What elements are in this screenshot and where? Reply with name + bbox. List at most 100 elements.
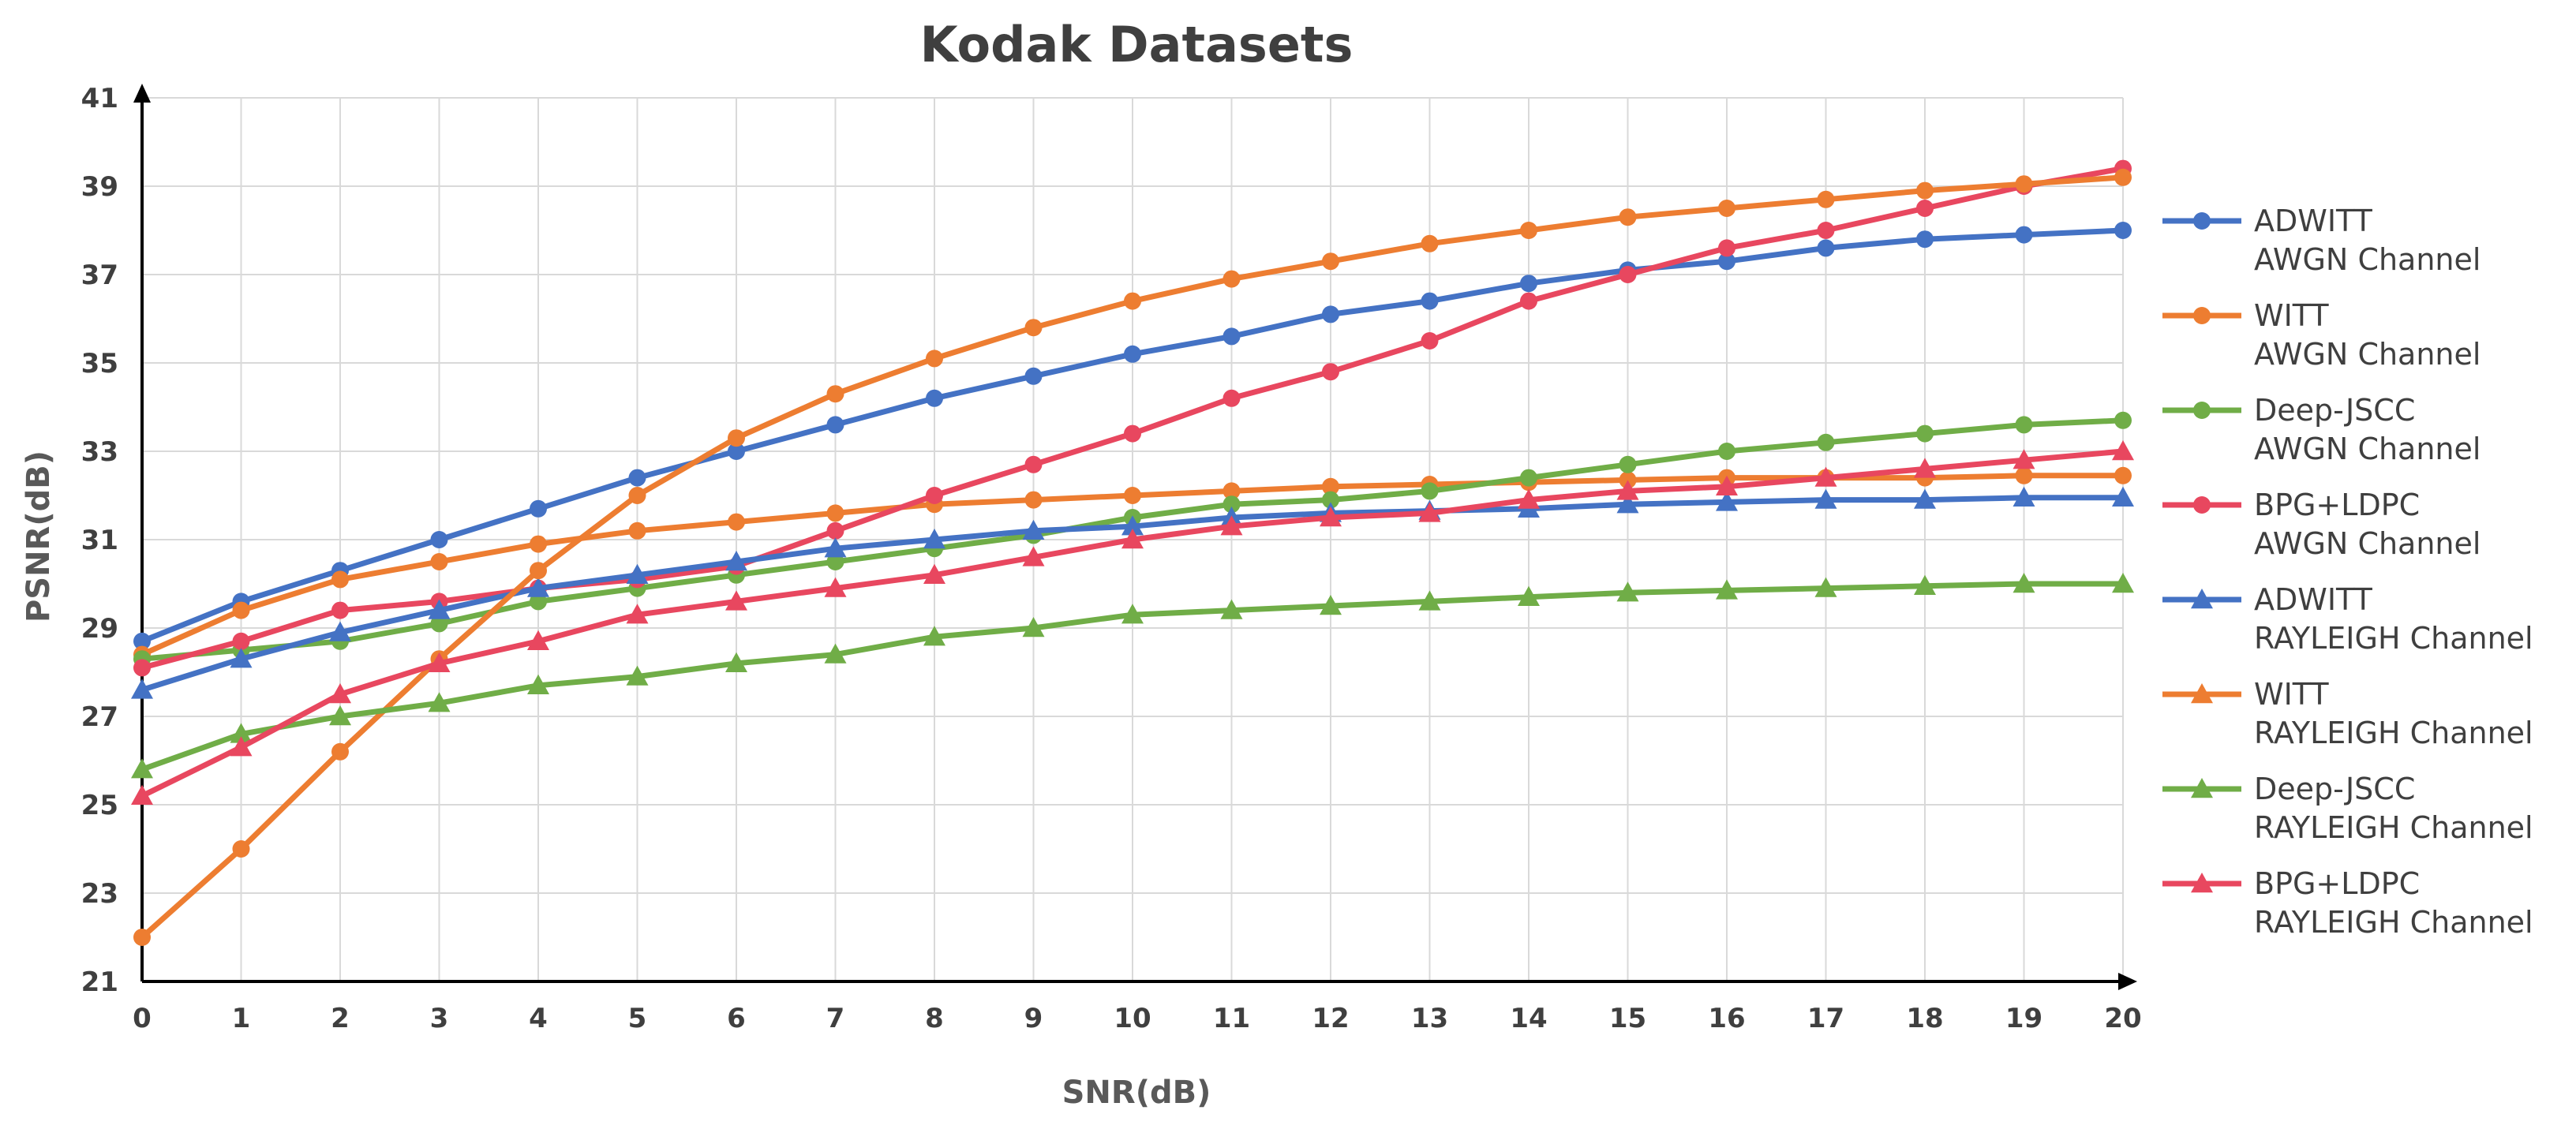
legend-channel: RAYLEIGH Channel bbox=[2254, 905, 2533, 940]
chart-title: Kodak Datasets bbox=[920, 16, 1354, 73]
data-point bbox=[626, 563, 649, 584]
y-tick-label: 21 bbox=[81, 966, 118, 998]
data-point bbox=[628, 522, 646, 540]
data-point bbox=[1616, 493, 1639, 514]
data-point bbox=[2015, 466, 2033, 484]
data-point bbox=[1916, 200, 1934, 217]
data-point bbox=[2012, 486, 2035, 507]
y-tick-label: 23 bbox=[81, 878, 118, 910]
data-point bbox=[728, 429, 745, 447]
data-point bbox=[1914, 488, 1936, 509]
data-point bbox=[1814, 488, 1837, 509]
data-point bbox=[725, 551, 747, 571]
data-point bbox=[329, 621, 351, 641]
data-point bbox=[133, 632, 151, 650]
data-point bbox=[331, 601, 349, 619]
legend-label: Deep-JSCC bbox=[2254, 772, 2415, 806]
data-point bbox=[430, 615, 448, 633]
y-axis-label: PSNR(dB) bbox=[21, 450, 57, 622]
legend-item: BPG+LDPC RAYLEIGH Channel bbox=[2162, 866, 2533, 940]
data-point bbox=[430, 531, 448, 548]
data-point bbox=[428, 692, 451, 712]
x-tick-label: 8 bbox=[925, 1003, 944, 1034]
data-point bbox=[1024, 455, 1043, 473]
legend-marker bbox=[2191, 873, 2213, 893]
data-point bbox=[527, 674, 549, 694]
data-point bbox=[1320, 595, 1342, 615]
data-point bbox=[826, 504, 844, 522]
data-point bbox=[1716, 579, 1738, 600]
data-point bbox=[1220, 599, 1243, 619]
data-point bbox=[725, 652, 747, 672]
data-point bbox=[1619, 266, 1637, 283]
data-point bbox=[1421, 482, 1439, 500]
data-point bbox=[1222, 327, 1241, 346]
x-axis-arrow bbox=[2118, 973, 2137, 990]
data-point bbox=[1520, 469, 1537, 487]
data-point bbox=[331, 742, 349, 761]
legend-channel: AWGN Channel bbox=[2254, 337, 2481, 372]
legend-label: WITT bbox=[2254, 677, 2329, 712]
data-point bbox=[824, 537, 847, 558]
y-tick-label: 25 bbox=[81, 790, 118, 821]
data-point bbox=[1814, 466, 1837, 487]
legend-marker bbox=[2191, 589, 2213, 609]
x-tick-label: 7 bbox=[826, 1003, 845, 1034]
legend-item: ADWITT RAYLEIGH Channel bbox=[2162, 582, 2533, 656]
data-point bbox=[527, 577, 549, 597]
y-tick-label: 29 bbox=[81, 613, 118, 645]
data-point bbox=[1716, 475, 1738, 495]
data-point bbox=[1222, 482, 1241, 500]
data-point bbox=[1024, 491, 1043, 509]
data-point bbox=[2015, 416, 2033, 434]
legend-item: Deep-JSCC AWGN Channel bbox=[2162, 393, 2481, 466]
data-point bbox=[923, 563, 945, 584]
data-point bbox=[1518, 488, 1540, 509]
series-deep-jscc-rayleigh bbox=[131, 573, 2134, 779]
x-tick-label: 0 bbox=[133, 1003, 152, 1034]
data-point bbox=[329, 683, 351, 704]
x-axis-label: SNR(dB) bbox=[1062, 1075, 1211, 1111]
data-point bbox=[1817, 239, 1835, 257]
data-point bbox=[232, 840, 250, 858]
legend-channel: AWGN Channel bbox=[2254, 432, 2481, 466]
legend-marker bbox=[2191, 778, 2213, 798]
data-point bbox=[230, 648, 253, 668]
data-point bbox=[527, 630, 549, 650]
data-point bbox=[232, 601, 250, 619]
legend-channel: AWGN Channel bbox=[2254, 526, 2481, 561]
data-point bbox=[1916, 424, 1934, 443]
data-point bbox=[1322, 305, 1339, 323]
data-point bbox=[1718, 443, 1735, 460]
data-point bbox=[926, 487, 943, 504]
data-point bbox=[626, 604, 649, 624]
data-point bbox=[1121, 604, 1144, 624]
data-point bbox=[728, 513, 745, 531]
data-point bbox=[530, 499, 547, 518]
legend-item: WITT RAYLEIGH Channel bbox=[2162, 677, 2533, 750]
data-point bbox=[926, 350, 943, 368]
legend-label: BPG+LDPC bbox=[2254, 488, 2420, 522]
legend-marker bbox=[2193, 212, 2211, 230]
data-point bbox=[1322, 477, 1339, 495]
data-point bbox=[1024, 367, 1043, 385]
data-point bbox=[1817, 222, 1835, 239]
series-adwitt-awgn bbox=[133, 222, 2132, 650]
data-point bbox=[1124, 424, 1141, 443]
data-point bbox=[1022, 519, 1045, 540]
data-point bbox=[1619, 208, 1637, 226]
data-point bbox=[530, 593, 547, 611]
x-tick-label: 11 bbox=[1213, 1003, 1250, 1034]
data-point bbox=[131, 758, 153, 779]
data-point bbox=[1718, 252, 1735, 271]
data-point bbox=[428, 599, 451, 619]
data-point bbox=[1418, 590, 1441, 611]
data-point bbox=[1124, 292, 1141, 310]
data-point bbox=[1121, 529, 1144, 549]
data-point bbox=[329, 705, 351, 726]
y-axis-arrow bbox=[133, 84, 151, 103]
data-point bbox=[923, 626, 945, 646]
data-point bbox=[232, 632, 250, 650]
